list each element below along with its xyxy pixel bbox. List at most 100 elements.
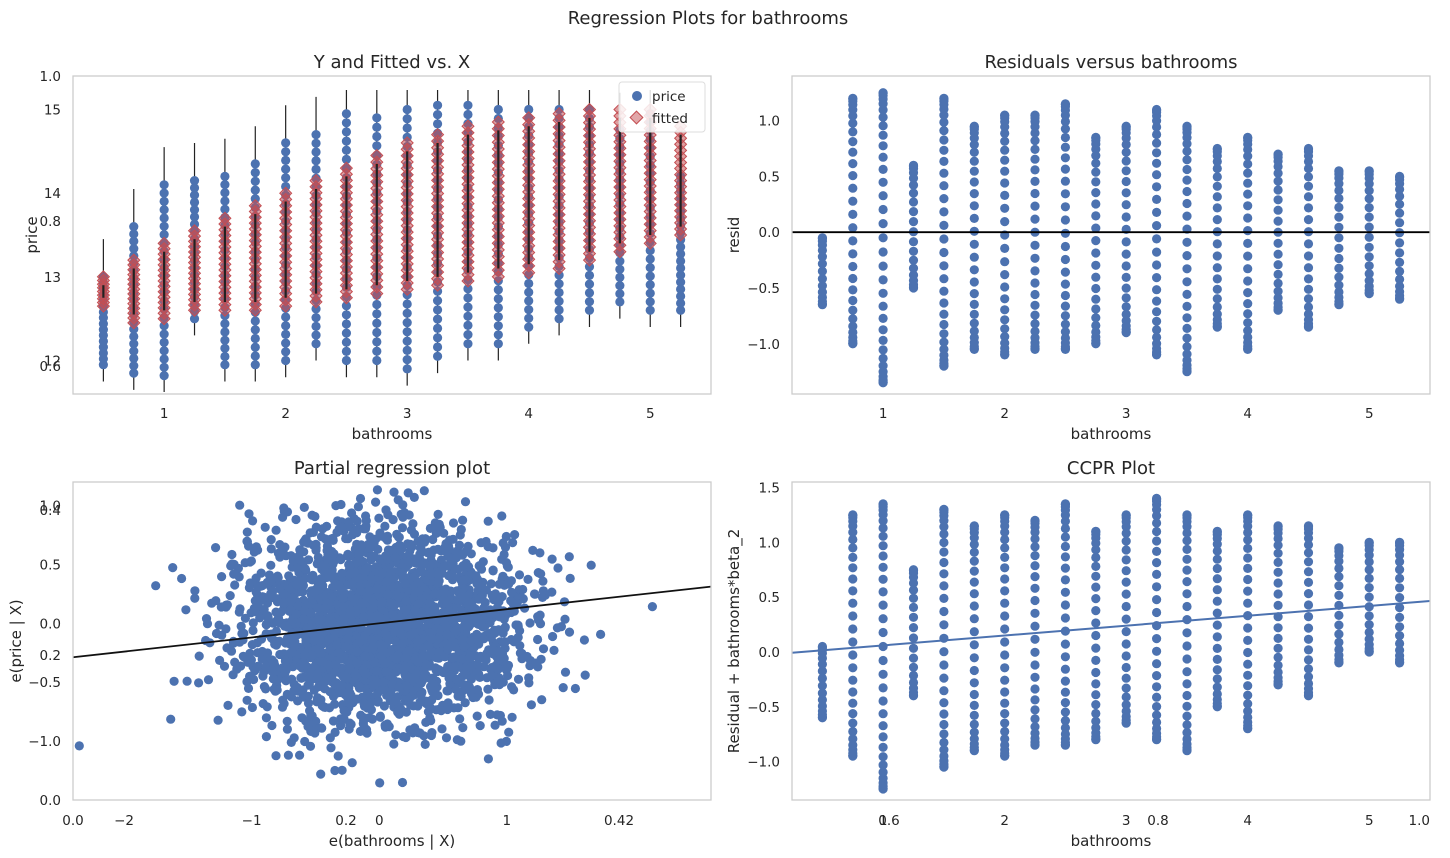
data-point (1152, 634, 1162, 644)
data-point (580, 670, 590, 680)
data-point (552, 623, 563, 633)
data-point (939, 673, 949, 683)
data-point (268, 674, 278, 684)
price-point (281, 329, 291, 339)
data-point (908, 217, 919, 227)
data-point (1152, 170, 1162, 180)
data-point (339, 706, 349, 716)
y-tick-label: 15 (44, 102, 61, 118)
data-point (404, 557, 414, 567)
price-point (554, 279, 564, 289)
price-point (311, 339, 321, 349)
data-point (338, 613, 348, 624)
data-point (406, 700, 416, 710)
data-point (1000, 687, 1010, 697)
legend-marker-price (632, 91, 642, 101)
fitted-point (279, 186, 293, 200)
data-point (1152, 710, 1162, 720)
data-point (316, 574, 326, 584)
data-point (1364, 276, 1374, 286)
data-point (1273, 216, 1283, 226)
data-point (258, 671, 268, 681)
price-point (584, 279, 595, 289)
x-tick-label: 5 (1365, 406, 1374, 422)
data-point (250, 666, 260, 676)
price-point (189, 197, 200, 207)
data-point (1091, 526, 1101, 536)
data-point (257, 654, 267, 664)
data-point (282, 724, 292, 734)
data-point (1152, 682, 1162, 692)
data-point (228, 670, 238, 680)
data-point (908, 670, 919, 681)
data-point (878, 233, 888, 243)
data-point (1243, 598, 1253, 608)
data-point (380, 521, 390, 531)
data-point (1000, 145, 1010, 155)
data-point (1303, 567, 1314, 577)
data-point (848, 223, 858, 233)
fitted-point (552, 261, 566, 276)
data-point (501, 558, 512, 568)
data-point (1152, 234, 1162, 244)
data-point (403, 488, 413, 498)
data-point (1303, 655, 1314, 665)
data-point (1395, 191, 1405, 201)
fitted-point (339, 161, 354, 175)
data-point (444, 606, 454, 616)
data-point (413, 599, 424, 609)
data-point (1091, 304, 1101, 314)
fitted-point (96, 270, 111, 284)
data-point (282, 633, 292, 643)
panel-title: Partial regression plot (294, 458, 490, 479)
data-point (513, 674, 524, 684)
data-point (359, 698, 369, 708)
data-point (387, 599, 397, 609)
data-point (259, 592, 269, 603)
data-point (316, 615, 326, 625)
price-point (402, 318, 412, 328)
y-tick-label: 14 (44, 186, 61, 202)
data-point (318, 524, 328, 534)
data-point (341, 533, 351, 544)
data-point (1060, 639, 1070, 649)
price-point (220, 180, 230, 190)
price-point (402, 114, 412, 124)
data-point (333, 751, 343, 761)
data-point (817, 266, 828, 276)
data-point (221, 600, 231, 610)
data-point (524, 678, 534, 688)
data-point (365, 713, 375, 723)
data-point (1182, 277, 1192, 287)
data-point (443, 698, 453, 708)
data-point (1212, 309, 1222, 319)
data-point (1060, 676, 1070, 686)
data-point (1000, 675, 1010, 685)
data-point (287, 647, 297, 657)
data-point (499, 580, 509, 590)
data-point (211, 596, 221, 606)
data-point (1243, 276, 1253, 286)
data-point (1303, 181, 1314, 191)
data-point (536, 569, 546, 579)
data-point (1243, 659, 1253, 669)
data-point (296, 673, 306, 683)
data-point (1060, 687, 1070, 697)
data-point (320, 561, 330, 571)
data-point (1030, 515, 1040, 526)
data-point (878, 164, 888, 174)
data-point (1273, 557, 1283, 568)
data-point (908, 593, 919, 603)
data-point (201, 614, 212, 624)
data-point (190, 593, 200, 603)
data-point (377, 568, 387, 579)
data-point (538, 644, 549, 654)
data-point (1334, 637, 1344, 648)
data-point (1152, 158, 1162, 168)
price-point (250, 176, 260, 186)
data-point (1273, 195, 1283, 205)
data-point (1152, 129, 1162, 140)
fitted-point (430, 127, 445, 142)
y-tick-label: 0.0 (40, 616, 61, 632)
data-point (848, 314, 858, 324)
